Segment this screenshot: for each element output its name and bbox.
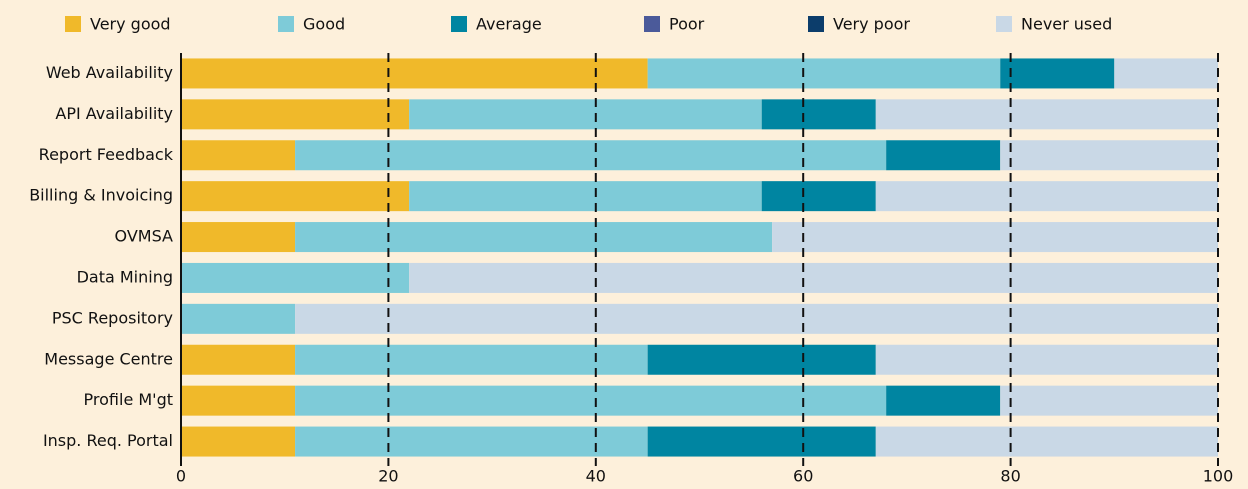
bar-segment <box>1000 140 1218 171</box>
bar-segment <box>409 262 1218 293</box>
bar-segment <box>181 99 410 130</box>
bar-segment <box>295 385 887 416</box>
bar-segment <box>181 426 296 457</box>
bar-segment <box>181 344 296 375</box>
y-tick-label: OVMSA <box>115 227 174 246</box>
y-tick-label: Report Feedback <box>39 145 174 164</box>
bar-segment <box>181 262 410 293</box>
bar-segment <box>875 426 1218 457</box>
bar-segment <box>875 99 1218 130</box>
bar-segment <box>181 140 296 171</box>
bar-segment <box>181 385 296 416</box>
y-tick-label: Data Mining <box>77 267 173 286</box>
bar-segment <box>761 181 876 212</box>
legend-label: Average <box>476 15 542 34</box>
legend-swatch <box>65 16 81 32</box>
y-tick-label: PSC Repository <box>52 308 173 327</box>
bar-segment <box>181 222 296 253</box>
legend-swatch <box>278 16 294 32</box>
bar-segment <box>647 58 1001 89</box>
bar-segment <box>647 344 876 375</box>
bar-segment <box>647 426 876 457</box>
legend-swatch <box>808 16 824 32</box>
bar-segment <box>409 181 762 212</box>
bar-segment <box>886 385 1001 416</box>
bar-segment <box>875 344 1218 375</box>
bar-segment <box>886 140 1001 171</box>
bar-segment <box>1114 58 1218 89</box>
legend-label: Good <box>303 15 345 34</box>
x-tick-label: 80 <box>1000 467 1020 486</box>
bar-segment <box>295 140 887 171</box>
x-tick-label: 40 <box>586 467 606 486</box>
bar-segment <box>772 222 1218 253</box>
bar-segment <box>295 344 648 375</box>
x-tick-label: 0 <box>176 467 186 486</box>
bar-segment <box>181 303 296 334</box>
legend-label: Poor <box>669 15 705 34</box>
y-tick-label: Web Availability <box>46 63 173 82</box>
x-tick-label: 20 <box>378 467 398 486</box>
bar-segment <box>1000 385 1218 416</box>
legend-label: Very poor <box>833 15 910 34</box>
y-tick-label: Billing & Invoicing <box>29 186 173 205</box>
x-tick-label: 100 <box>1203 467 1234 486</box>
bar-segment <box>1000 58 1115 89</box>
legend-swatch <box>644 16 660 32</box>
bar-segment <box>295 303 1218 334</box>
bar-segment <box>875 181 1218 212</box>
y-tick-label: Message Centre <box>44 349 173 368</box>
bar-segment <box>181 58 648 89</box>
y-tick-label: API Availability <box>55 104 173 123</box>
bar-segment <box>295 222 773 253</box>
y-tick-label: Profile M'gt <box>84 390 173 409</box>
bar-segment <box>409 99 762 130</box>
bar-segment <box>295 426 648 457</box>
legend-label: Very good <box>90 15 171 34</box>
y-tick-label: Insp. Req. Portal <box>43 431 173 450</box>
x-tick-label: 60 <box>793 467 813 486</box>
legend-label: Never used <box>1021 15 1112 34</box>
legend-swatch <box>996 16 1012 32</box>
bar-segment <box>181 181 410 212</box>
legend-swatch <box>451 16 467 32</box>
bar-segment <box>761 99 876 130</box>
